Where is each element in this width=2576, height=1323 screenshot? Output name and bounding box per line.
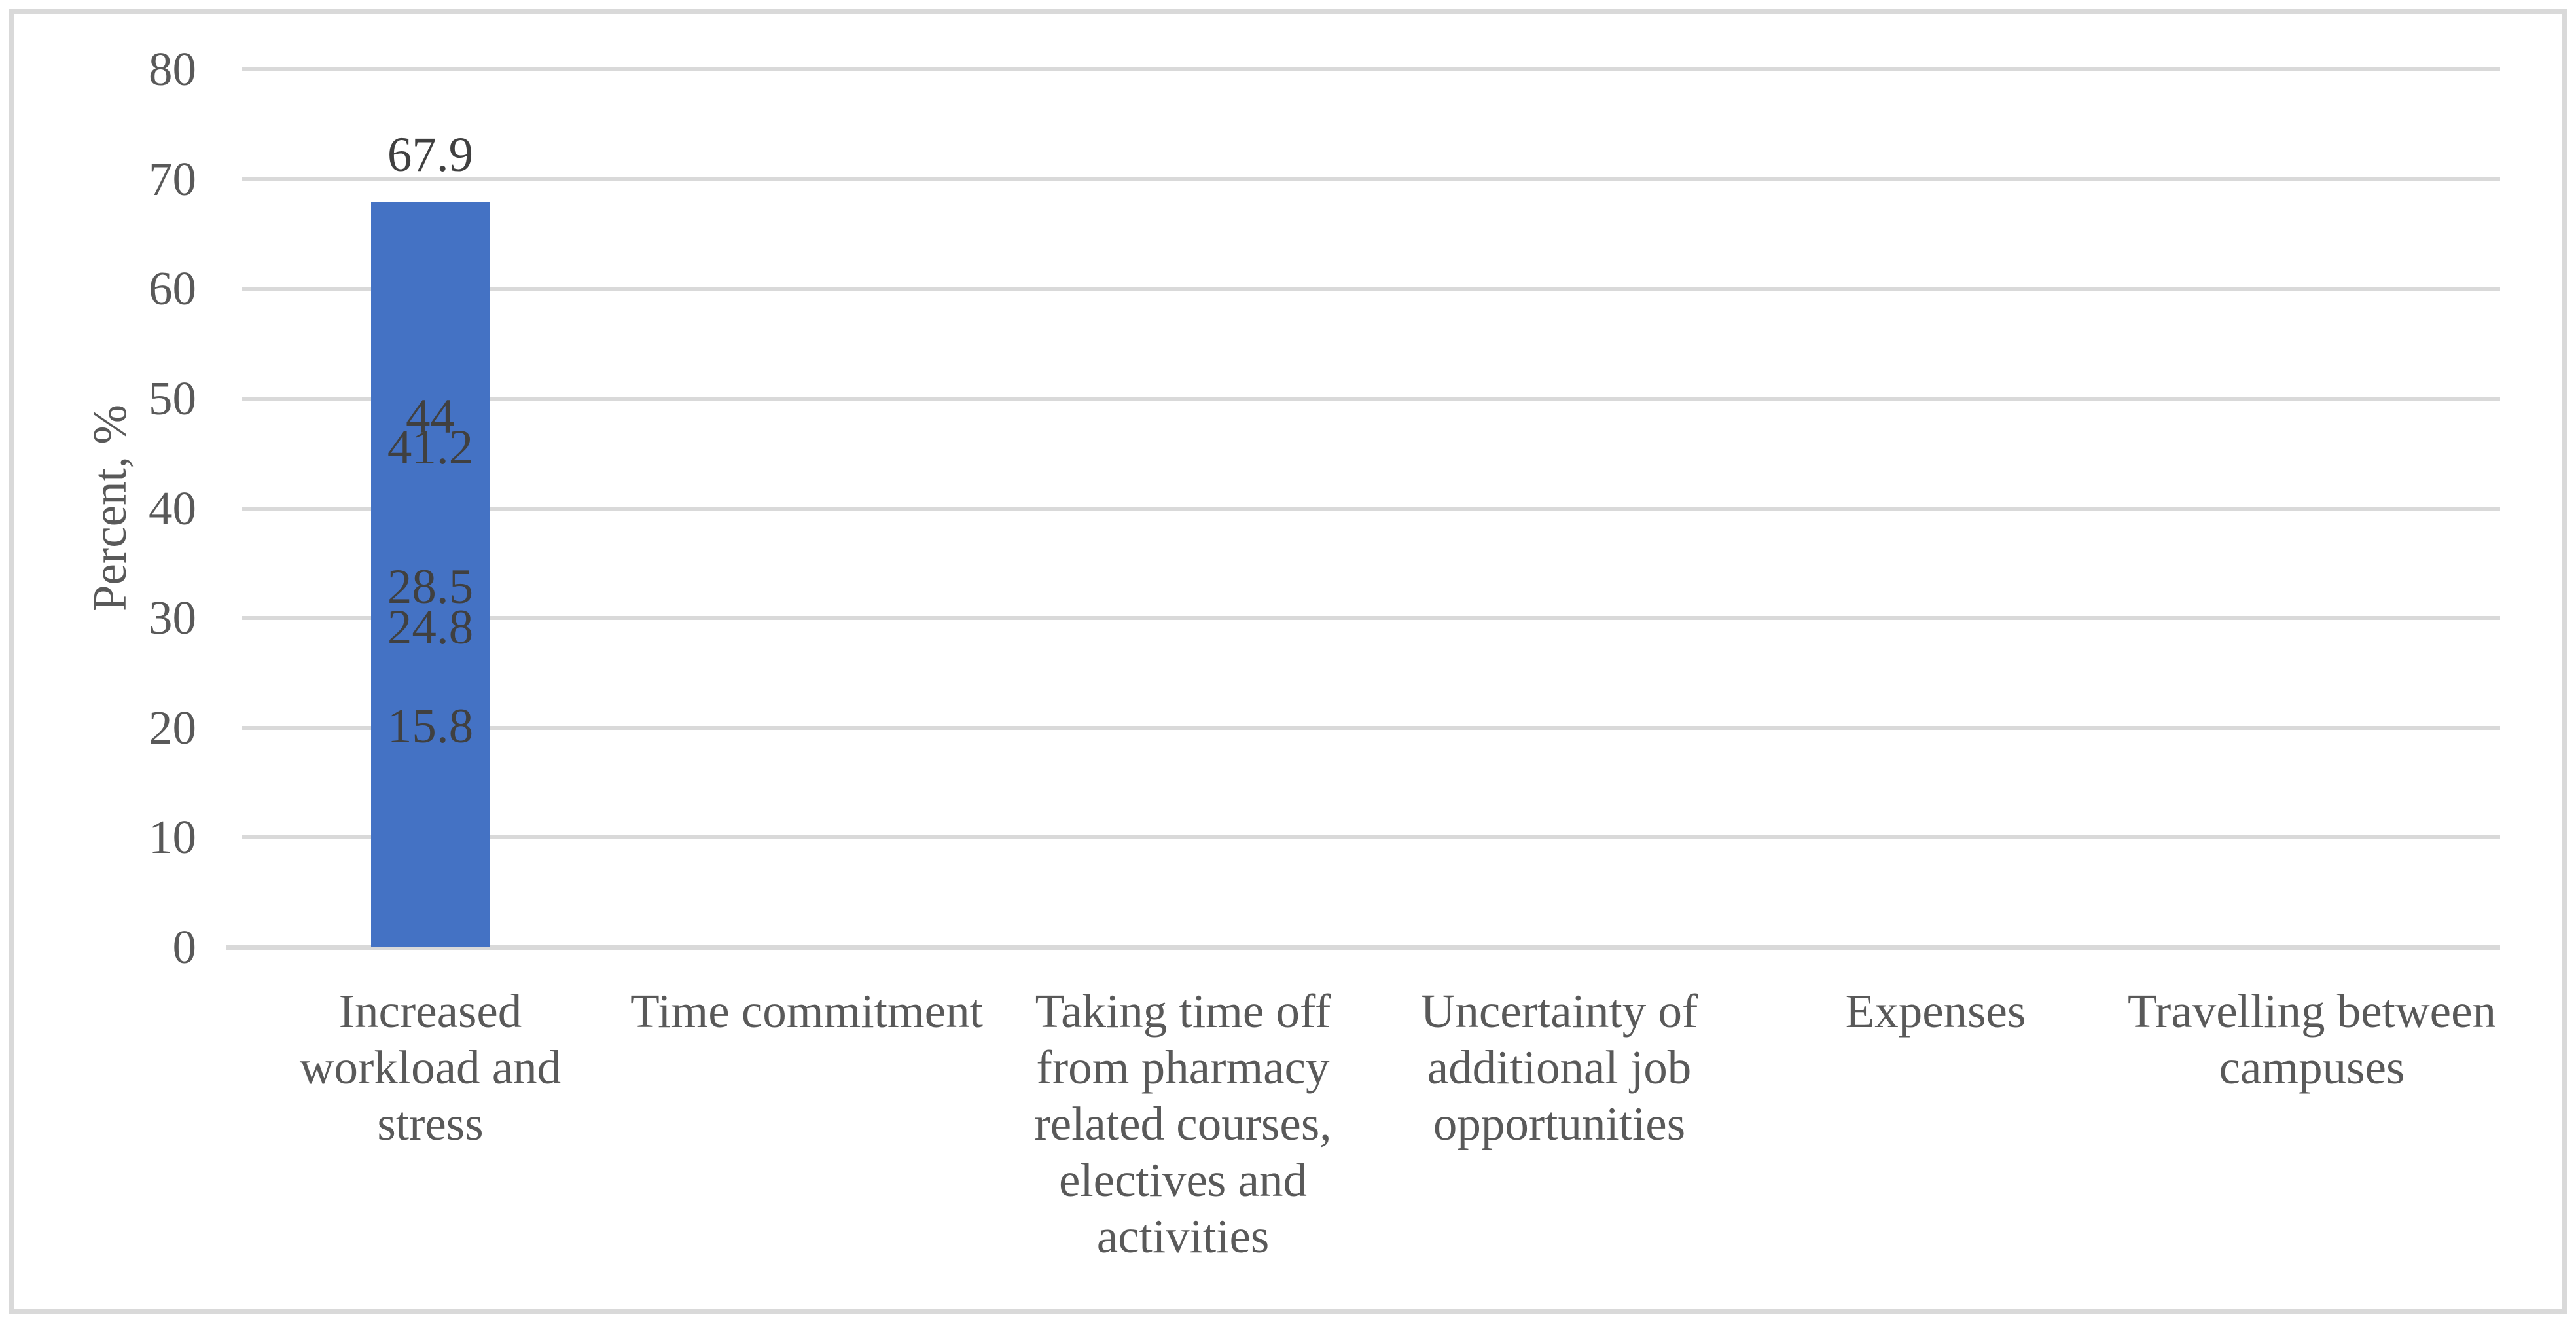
gridline <box>242 396 2500 401</box>
gridline <box>242 616 2500 621</box>
x-axis-category-label: Taking time off from pharmacy related co… <box>1034 985 1332 1263</box>
chart-frame: Percent, % 0 10 20 30 40 50 60 70 80 67.… <box>9 9 2567 1314</box>
x-axis-category-label: Time commitment <box>630 985 983 1038</box>
x-axis-category-label: Expenses <box>1845 985 2026 1038</box>
gridline <box>242 67 2500 71</box>
y-axis-title: Percent, % <box>83 404 136 612</box>
gridline <box>242 287 2500 291</box>
bar-value-label: 41.2 <box>387 420 474 475</box>
x-axis-line <box>226 945 2500 950</box>
bar-value-label: 44 <box>406 390 455 444</box>
bar-value-label: 67.9 <box>387 127 474 182</box>
bar-value-label: 24.8 <box>387 600 474 655</box>
gridline <box>242 725 2500 730</box>
x-axis-category-label: Uncertainty of additional job opportunit… <box>1420 985 1698 1150</box>
bar <box>370 774 490 947</box>
gridline <box>242 835 2500 840</box>
bar-value-label: 15.8 <box>387 699 474 754</box>
x-axis-category-label: Increased workload and stress <box>299 985 562 1150</box>
gridline <box>242 506 2500 511</box>
x-axis-category-label: Travelling between campuses <box>2128 985 2496 1094</box>
plot-area: 0 10 20 30 40 50 60 70 80 67.9 44 41.2 2… <box>149 45 2500 971</box>
gridline <box>242 177 2500 181</box>
bar-value-label: 28.5 <box>387 560 474 615</box>
bar-group-travelling: 15.8 <box>242 69 618 947</box>
